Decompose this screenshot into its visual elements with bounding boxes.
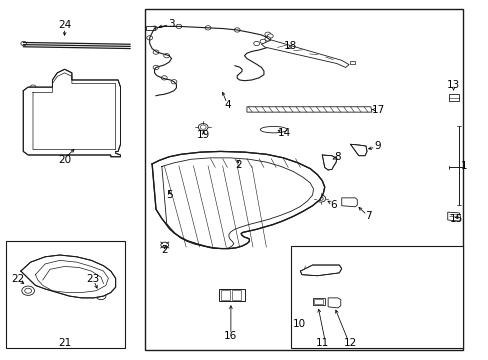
Circle shape	[253, 41, 259, 46]
Circle shape	[146, 36, 152, 40]
Bar	[144, 9, 462, 350]
Circle shape	[267, 34, 273, 38]
Text: 23: 23	[86, 274, 99, 284]
Circle shape	[315, 195, 325, 202]
Bar	[218, 289, 245, 301]
Bar	[6, 241, 125, 348]
Bar	[145, 26, 154, 30]
Bar	[33, 116, 63, 125]
Text: 19: 19	[197, 130, 210, 140]
Polygon shape	[23, 69, 120, 157]
Circle shape	[25, 288, 31, 293]
Circle shape	[151, 26, 157, 30]
Text: 20: 20	[58, 156, 71, 165]
Bar	[448, 94, 458, 102]
Circle shape	[153, 65, 159, 69]
Polygon shape	[350, 144, 366, 156]
Text: 11: 11	[315, 338, 328, 348]
Ellipse shape	[260, 126, 286, 133]
Bar	[211, 231, 239, 237]
Text: 5: 5	[166, 190, 173, 201]
Bar	[231, 290, 240, 300]
Text: 24: 24	[58, 19, 71, 30]
Polygon shape	[327, 298, 340, 308]
Circle shape	[181, 181, 186, 185]
Bar	[221, 290, 229, 300]
Circle shape	[154, 176, 183, 198]
Text: 2: 2	[234, 159, 241, 170]
Bar	[312, 298, 324, 305]
Bar	[77, 82, 96, 89]
Circle shape	[260, 39, 265, 44]
Circle shape	[171, 80, 177, 84]
Circle shape	[163, 183, 175, 192]
Circle shape	[234, 157, 242, 162]
Circle shape	[22, 286, 34, 296]
Circle shape	[113, 85, 118, 89]
Text: 8: 8	[334, 152, 341, 162]
Circle shape	[164, 186, 168, 189]
Text: 2: 2	[161, 246, 168, 255]
Text: 3: 3	[168, 19, 175, 29]
Circle shape	[318, 197, 323, 201]
Circle shape	[96, 293, 106, 300]
Circle shape	[158, 179, 180, 195]
Text: 14: 14	[277, 128, 290, 138]
Bar	[349, 61, 354, 64]
Text: 21: 21	[58, 338, 71, 347]
Circle shape	[264, 37, 270, 41]
Circle shape	[333, 301, 339, 305]
Polygon shape	[21, 255, 116, 298]
Text: 16: 16	[224, 332, 237, 342]
Circle shape	[200, 125, 205, 129]
Text: 15: 15	[448, 214, 462, 224]
Text: 1: 1	[460, 161, 467, 171]
Polygon shape	[322, 155, 336, 170]
Polygon shape	[152, 152, 324, 249]
Text: 22: 22	[11, 274, 24, 284]
Text: 9: 9	[373, 141, 380, 151]
Circle shape	[328, 300, 334, 304]
Circle shape	[21, 41, 27, 46]
Text: 13: 13	[446, 80, 459, 90]
Polygon shape	[341, 198, 357, 207]
Text: 7: 7	[365, 211, 371, 221]
Text: 4: 4	[224, 100, 230, 110]
Circle shape	[113, 142, 118, 147]
Circle shape	[176, 24, 182, 28]
Circle shape	[153, 50, 159, 54]
Text: 18: 18	[284, 41, 297, 51]
Bar	[33, 100, 63, 109]
Circle shape	[264, 32, 270, 36]
Polygon shape	[246, 107, 371, 112]
Circle shape	[198, 123, 207, 131]
Circle shape	[161, 76, 167, 80]
Circle shape	[30, 85, 36, 89]
Circle shape	[161, 242, 168, 248]
Bar	[33, 132, 63, 141]
Circle shape	[204, 26, 210, 30]
Bar	[290, 246, 462, 348]
Bar	[313, 299, 323, 304]
Circle shape	[234, 28, 240, 32]
Circle shape	[163, 54, 169, 58]
Polygon shape	[300, 265, 341, 276]
Polygon shape	[261, 40, 348, 67]
Text: 17: 17	[371, 105, 384, 114]
Polygon shape	[447, 212, 460, 221]
Ellipse shape	[241, 214, 257, 221]
Text: 10: 10	[292, 319, 305, 329]
Text: 6: 6	[330, 200, 337, 210]
Text: 12: 12	[343, 338, 356, 348]
Circle shape	[313, 186, 319, 190]
